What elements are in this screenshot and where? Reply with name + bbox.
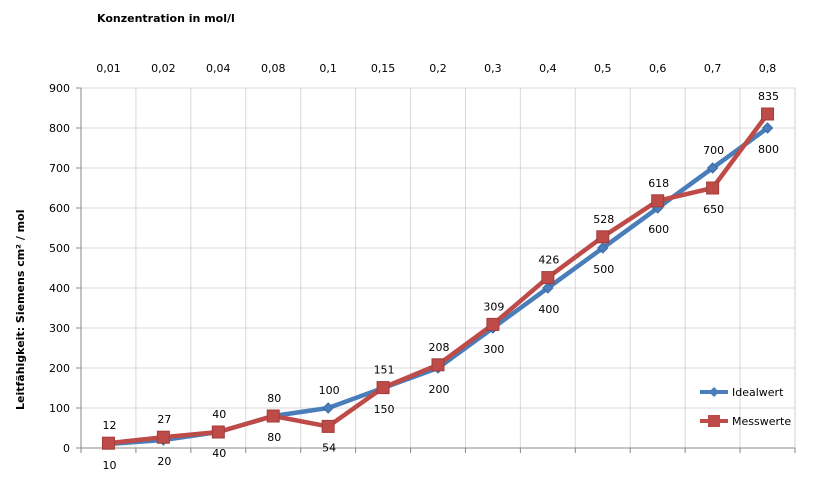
data-point-idealwert xyxy=(761,122,774,134)
data-label-messwerte: 40 xyxy=(212,408,226,421)
x-axis-ticks: 0,01 0,02 0,04 0,08 0,1 0,15 0,2 0,3 0,4 0,5 0,6 0,… xyxy=(80,62,796,453)
x-tick-label: 0,04 xyxy=(206,62,231,75)
data-label-idealwert: 150 xyxy=(374,403,395,416)
x-tick-label: 0,5 xyxy=(594,62,612,75)
data-label-idealwert: 300 xyxy=(483,343,504,356)
data-point-messwerte xyxy=(541,271,555,285)
y-tick-label: 900 xyxy=(49,82,70,95)
data-point-messwerte xyxy=(211,425,225,439)
data-point-idealwert xyxy=(542,282,554,294)
data-label-messwerte: 27 xyxy=(157,413,171,426)
data-label-idealwert: 500 xyxy=(593,263,614,276)
data-label-idealwert: 20 xyxy=(157,455,171,468)
legend-label-messwerte: Messwerte xyxy=(732,415,791,428)
y-tick-label: 500 xyxy=(49,242,70,255)
y-tick-label: 700 xyxy=(49,162,70,175)
y-tick-label: 400 xyxy=(49,282,70,295)
data-label-messwerte: 528 xyxy=(593,213,614,226)
data-point-messwerte xyxy=(596,230,610,244)
x-tick-label: 0,01 xyxy=(96,62,121,75)
data-point-messwerte xyxy=(706,181,720,195)
data-point-messwerte xyxy=(321,419,335,433)
data-label-messwerte: 54 xyxy=(322,441,336,454)
data-point-messwerte xyxy=(761,107,775,121)
y-axis-ticks: 0 100 200 300 400 500 600 700 800 900 xyxy=(49,82,82,455)
x-tick-label: 0,3 xyxy=(484,62,502,75)
data-label-messwerte: 835 xyxy=(758,90,779,103)
y-tick-label: 0 xyxy=(63,442,70,455)
data-label-idealwert: 100 xyxy=(319,384,340,397)
data-label-idealwert: 400 xyxy=(538,303,559,316)
y-tick-label: 600 xyxy=(49,202,70,215)
legend: Idealwert Messwerte xyxy=(700,386,791,428)
x-tick-label: 0,02 xyxy=(151,62,176,75)
x-tick-label: 0,7 xyxy=(704,62,722,75)
data-point-messwerte xyxy=(156,430,170,444)
data-label-messwerte: 208 xyxy=(429,341,450,354)
x-tick-label: 0,8 xyxy=(759,62,777,75)
data-point-messwerte xyxy=(486,317,500,331)
y-tick-label: 800 xyxy=(49,122,70,135)
data-label-messwerte: 618 xyxy=(648,177,669,190)
data-point-idealwert xyxy=(597,242,609,254)
data-labels: 10 20 40 80 100 150 200 300 400 500 600 700 800 12 27 4… xyxy=(102,90,779,472)
data-label-idealwert: 200 xyxy=(429,383,450,396)
legend-marker-idealwert xyxy=(709,387,719,397)
data-label-idealwert: 700 xyxy=(703,144,724,157)
x-axis-title: Konzentration in mol/l xyxy=(97,12,235,25)
data-point-idealwert xyxy=(706,162,719,174)
data-label-idealwert: 600 xyxy=(648,223,669,236)
data-label-messwerte: 309 xyxy=(483,300,504,313)
data-point-messwerte xyxy=(101,436,115,450)
data-label-idealwert: 10 xyxy=(102,459,116,472)
x-tick-label: 0,2 xyxy=(429,62,447,75)
x-tick-label: 0,15 xyxy=(371,62,396,75)
series-group xyxy=(101,107,775,450)
y-tick-label: 300 xyxy=(49,322,70,335)
x-tick-label: 0,1 xyxy=(319,62,337,75)
data-point-messwerte xyxy=(376,381,390,395)
x-tick-label: 0,4 xyxy=(539,62,557,75)
data-label-messwerte: 12 xyxy=(102,419,116,432)
x-tick-label: 0,08 xyxy=(261,62,286,75)
data-point-messwerte xyxy=(266,409,280,423)
data-label-idealwert: 80 xyxy=(267,431,281,444)
x-tick-label: 0,6 xyxy=(649,62,667,75)
gridlines xyxy=(81,87,795,448)
data-point-messwerte xyxy=(431,358,445,372)
y-tick-label: 100 xyxy=(49,402,70,415)
data-label-messwerte: 151 xyxy=(374,364,395,377)
data-label-idealwert: 800 xyxy=(758,143,779,156)
data-point-idealwert xyxy=(322,402,334,414)
data-label-idealwert: 40 xyxy=(212,447,226,460)
y-axis-title: Leitfähigkeit: Siemens cm² / mol xyxy=(14,210,27,410)
data-point-messwerte xyxy=(651,194,665,208)
legend-label-idealwert: Idealwert xyxy=(732,386,784,399)
data-label-messwerte: 426 xyxy=(538,254,559,267)
data-label-messwerte: 650 xyxy=(703,203,724,216)
data-label-messwerte: 80 xyxy=(267,392,281,405)
legend-marker-messwerte xyxy=(708,415,720,427)
plot-area xyxy=(80,87,796,449)
y-tick-label: 200 xyxy=(49,362,70,375)
